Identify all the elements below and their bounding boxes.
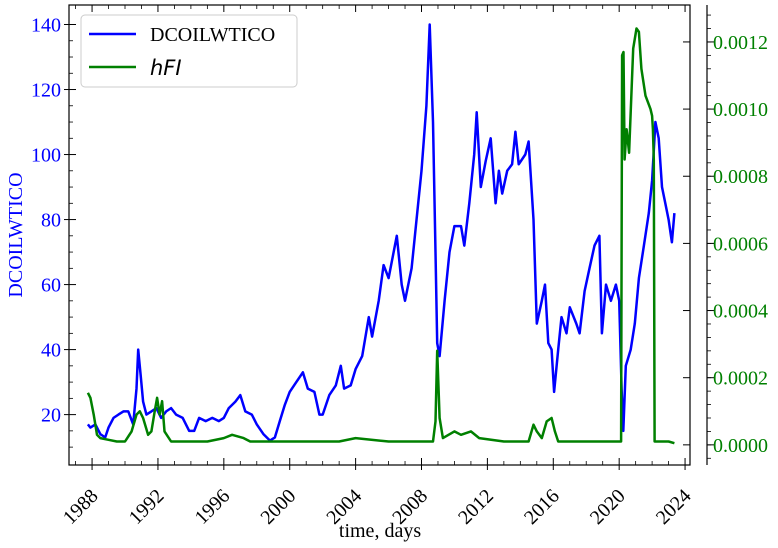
x-axis-label: time, days: [339, 520, 421, 542]
y-left-tick-label: 60: [41, 275, 61, 297]
series-layer: [86, 23, 676, 445]
plot-frame: [68, 4, 691, 466]
series-line-dcoilwtico: [86, 23, 676, 442]
y-left-tick-label: 140: [31, 15, 61, 37]
y-right-tick-label: 0.0008: [713, 166, 768, 188]
legend-label-hfi: hFI: [150, 56, 182, 80]
y-right-tick-label: 0.0004: [713, 301, 768, 323]
legend: DCOILWTICO hFI: [80, 14, 298, 88]
y-right-tick-label: 0.0012: [713, 32, 768, 54]
y-right-tick-label: 0.0010: [713, 99, 768, 121]
y-right-tick-label: 0.0002: [713, 368, 768, 390]
y-right-tick-label: 0.0006: [713, 233, 768, 255]
y-left-tick-label: 100: [31, 145, 61, 167]
y-right-tick-label: 0.0000: [713, 435, 768, 457]
y-left-tick-label: 120: [31, 80, 61, 102]
y-left-tick-label: 40: [41, 340, 61, 362]
y-left-axis-label: DCOILWTICO: [5, 172, 27, 297]
y-left-tick-label: 20: [41, 405, 61, 427]
series-line-hfi: [86, 27, 675, 445]
legend-label-dcoilwtico: DCOILWTICO: [150, 24, 275, 46]
y-left-tick-label: 80: [41, 210, 61, 232]
